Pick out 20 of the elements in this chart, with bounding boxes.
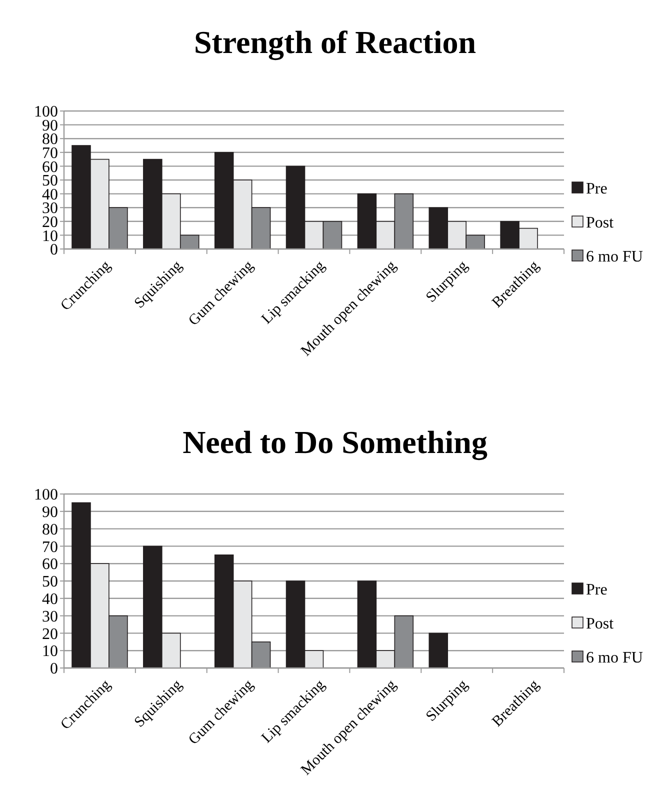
y-tick-label: 80 [42,521,58,538]
legend-label: Post [586,616,614,633]
y-tick-label: 20 [42,626,58,643]
chart-title: Need to Do Something [182,424,488,461]
bar [428,632,448,668]
y-tick-label: 100 [34,486,58,504]
legend-label: 6 mo FU [586,650,644,667]
legend-label: Post [586,214,614,232]
y-tick-label: 50 [42,574,58,591]
legend-label: 6 mo FU [586,248,644,266]
y-tick-label: 40 [42,591,58,608]
y-tick-label: 10 [42,643,58,660]
legend-label: Pre [586,582,608,599]
y-tick-label: 90 [42,504,58,521]
chart-title: Strength of Reaction [194,24,476,61]
y-tick-label: 30 [42,608,58,626]
y-tick-label: 70 [42,538,58,556]
y-tick-label: 60 [42,556,58,574]
y-tick-label: 0 [50,660,58,678]
legend-label: Pre [586,180,608,198]
